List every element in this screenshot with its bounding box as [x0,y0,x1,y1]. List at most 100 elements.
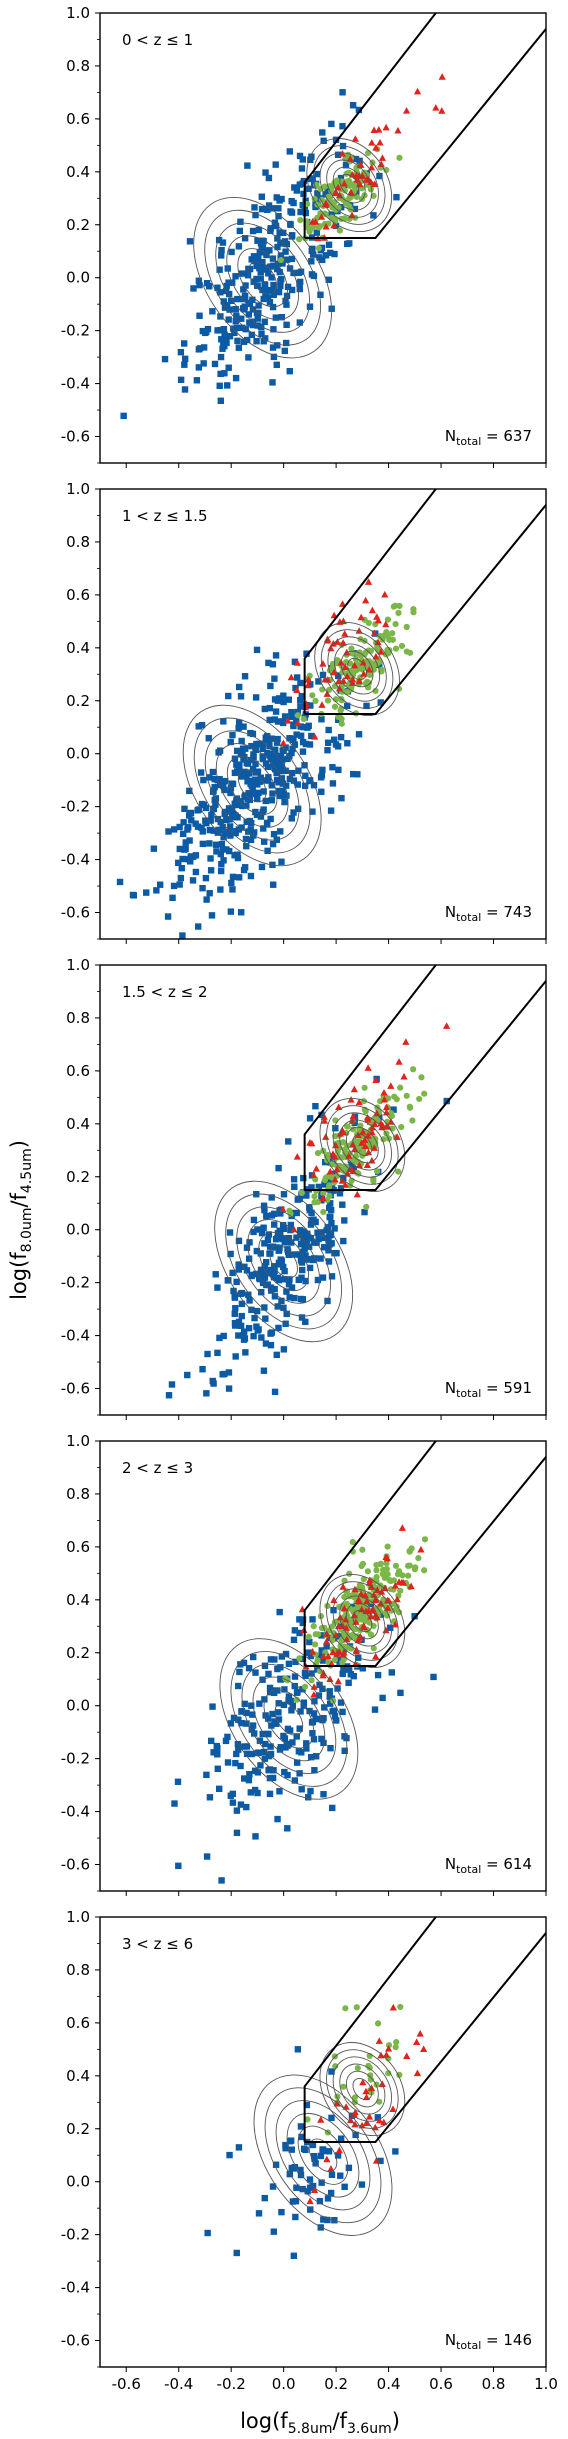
y-tick-label: 0.6 [66,110,90,128]
data-point [225,1369,233,1376]
data-point [363,1161,371,1168]
y-tick-label: 1.0 [66,956,90,974]
data-point [280,1191,288,1198]
data-point [271,219,279,226]
data-point [353,189,360,197]
data-point [271,1656,278,1663]
data-point [297,208,304,216]
data-point [312,697,319,705]
data-point [220,298,227,305]
contour-line [340,650,374,688]
data-point [181,361,188,368]
data-point [262,734,269,741]
series-triangle [308,73,446,242]
data-point [254,1307,261,1315]
data-point [197,769,205,776]
data-point [270,286,277,293]
data-point [293,659,301,666]
data-point [282,1744,289,1751]
data-point [272,161,279,168]
data-point [291,1627,299,1634]
data-point [266,704,274,712]
y-tick-label: 0.0 [66,745,90,763]
data-point [324,1602,331,1610]
data-point [376,172,383,180]
data-point [267,682,274,690]
data-point [332,2063,339,2070]
data-point [324,746,331,754]
y-tick-label: -0.6 [61,1856,90,1874]
contour-line [326,1581,399,1661]
data-point [179,932,186,939]
data-point [282,248,289,255]
data-point [282,339,290,347]
data-point [258,205,266,213]
data-point [249,790,257,798]
y-tick-label: 0.6 [66,1538,90,1556]
data-point [311,195,318,202]
data-point [388,1669,396,1676]
data-point [273,265,281,273]
data-point [292,2197,300,2205]
data-point [341,2183,348,2191]
data-point [270,1274,278,1281]
data-point [209,805,217,813]
data-point [241,864,249,871]
data-point [331,1225,338,1232]
data-point [185,824,192,831]
data-point [240,1332,247,1339]
data-point [271,1718,278,1725]
data-point [309,1730,316,1737]
data-point [234,854,242,862]
data-point [232,318,239,325]
data-point [354,2064,361,2072]
data-point [280,698,287,706]
data-point [389,630,396,637]
data-point [190,285,197,292]
y-tick-label: 0.0 [66,269,90,287]
data-point [259,1271,266,1278]
data-point [226,2151,233,2159]
data-point [246,1771,253,1778]
data-point [304,1230,311,1237]
contour-line [237,768,267,803]
data-point [374,638,382,646]
data-point [175,1862,182,1870]
data-point [335,2146,343,2154]
data-point [272,652,280,659]
data-point [306,303,314,310]
data-point [274,342,281,349]
data-point [411,1613,418,1620]
data-point [413,87,422,95]
data-point [176,823,183,831]
data-point [269,1774,277,1782]
plot-frame [99,1916,547,2368]
data-point [318,701,326,708]
data-point [314,1149,322,1157]
data-point [291,1183,298,1190]
data-point [285,1281,293,1288]
data-point [260,838,268,845]
data-point [281,1239,288,1246]
data-point [333,177,340,184]
data-point [219,823,226,831]
data-point [250,278,257,285]
data-point [340,179,348,187]
data-point [242,835,250,843]
data-point [271,1388,279,1396]
data-point [320,137,327,144]
data-point [400,1072,408,1080]
data-point [281,238,289,245]
data-point [310,782,318,789]
data-point [248,742,255,750]
x-tick-label: 0.4 [377,2375,401,2393]
data-point [274,1665,281,1673]
data-point [393,194,400,201]
data-point [258,1288,265,1296]
data-point [234,761,242,768]
data-point [305,1633,312,1640]
data-point [222,337,229,344]
data-point [243,843,250,850]
data-point [334,2152,342,2159]
data-point [319,1685,326,1693]
